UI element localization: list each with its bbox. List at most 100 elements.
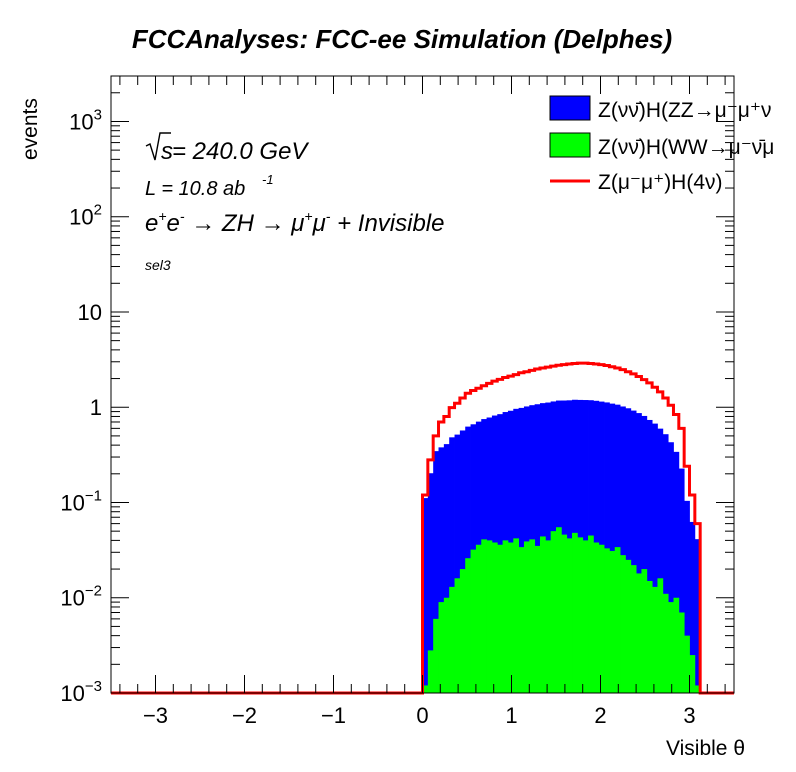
bar-ww	[459, 569, 466, 693]
bar-ww	[550, 531, 557, 693]
bar-ww	[422, 685, 429, 693]
bar-zz	[652, 423, 658, 693]
bar-ww	[657, 578, 664, 693]
legend: Z(νν̄)H(ZZ→μ⁻μ⁺ν Z(νν̄)H(WW→μ⁻ν̄μ Z(μ⁻μ⁺…	[549, 95, 774, 194]
bar-ww	[497, 544, 503, 693]
bar-zz	[673, 451, 680, 693]
y-tick-label: 10−1	[60, 487, 102, 515]
process-annotation: e+e- → ZH → μ+μ- + Invisible	[145, 208, 444, 237]
bar-ww	[662, 593, 669, 693]
bar-ww	[556, 527, 562, 693]
x-axis-label: Visible θ	[666, 737, 745, 760]
bar-ww	[652, 586, 658, 693]
bar-ww	[636, 573, 642, 693]
bar-ww	[566, 538, 573, 693]
bar-ww	[577, 537, 584, 693]
bar-zz	[636, 413, 642, 693]
bar-ww	[678, 612, 685, 693]
bar-zz	[662, 434, 669, 693]
bar-zz	[641, 415, 648, 693]
y-axis-label: events	[19, 98, 42, 160]
y-tick-label: 10−3	[60, 678, 102, 706]
process-e1: e	[145, 210, 158, 237]
process-tail: + Invisible	[330, 210, 444, 237]
legend-swatch-ww	[549, 132, 591, 158]
bar-ww	[513, 538, 520, 693]
lumi-text: L = 10.8 ab	[145, 178, 245, 200]
legend-swatch-zz	[549, 95, 591, 121]
bar-ww	[449, 586, 455, 693]
process-mu1-sup: +	[304, 208, 312, 224]
y-tick-labels: 10−3 10−2 10−1 1 10 102 103	[60, 106, 102, 706]
process-mu2-sup: -	[326, 208, 331, 224]
bar-ww	[598, 544, 605, 693]
y-tick-label: 1	[90, 395, 102, 420]
process-mu2: μ	[312, 210, 326, 237]
bar-zz	[459, 430, 466, 693]
bar-zz	[604, 402, 610, 693]
process-arrow2: → μ	[261, 210, 305, 237]
process-e2-sup: -	[180, 208, 185, 224]
axis-ticks	[111, 75, 734, 694]
bar-ww	[630, 565, 637, 693]
bar-ww	[502, 540, 509, 693]
bar-ww	[561, 534, 568, 693]
luminosity-annotation: L = 10.8 ab -1	[145, 172, 274, 200]
bar-ww	[470, 549, 477, 693]
bar-zz	[454, 434, 461, 693]
chart-title: FCCAnalyses: FCC-ee Simulation (Delphes)	[132, 24, 672, 54]
x-tick-label: 0	[416, 703, 428, 728]
legend-label-4nu: Z(μ⁻μ⁺)H(4ν)	[598, 171, 723, 194]
bar-ww	[620, 555, 626, 693]
bar-ww	[539, 536, 546, 693]
bar-ww	[433, 618, 439, 693]
sqrt-s-value: = 240.0 GeV	[172, 138, 309, 165]
process-e2: e	[167, 210, 180, 237]
bar-zz	[689, 521, 696, 693]
x-tick-labels: −3 −2 −1 0 1 2 3	[143, 703, 696, 728]
sqrt-symbol-icon	[145, 132, 171, 161]
bar-ww	[465, 558, 471, 693]
bar-ww	[481, 539, 487, 693]
bar-zz	[668, 442, 674, 693]
histogram-bars	[422, 399, 701, 693]
selection-label: sel3	[145, 257, 171, 273]
bar-ww	[625, 559, 632, 693]
bar-ww	[582, 540, 589, 693]
bar-ww	[673, 597, 680, 693]
bar-ww	[604, 548, 610, 693]
bar-ww	[689, 655, 696, 693]
bar-ww	[668, 602, 674, 693]
bar-ww	[491, 542, 498, 693]
line-4nu	[111, 361, 734, 695]
bar-ww	[523, 541, 530, 693]
bar-ww	[443, 597, 450, 693]
histogram-lines	[111, 361, 734, 695]
bar-zz	[678, 468, 685, 693]
bar-ww	[454, 578, 461, 693]
bar-zz	[433, 451, 439, 693]
bar-ww	[486, 540, 493, 693]
bar-ww	[545, 540, 552, 693]
bar-zz	[427, 473, 434, 693]
y-tick-label: 103	[69, 106, 102, 134]
x-tick-label: 3	[683, 703, 695, 728]
bar-zz	[449, 437, 455, 693]
bar-zz	[620, 406, 626, 693]
bar-zz	[684, 500, 690, 693]
bar-zz	[646, 419, 653, 693]
bar-ww	[614, 547, 621, 693]
bar-ww	[588, 535, 594, 693]
process-e1-sup: +	[158, 208, 166, 224]
bar-zz	[443, 444, 450, 693]
bar-zz	[422, 498, 429, 693]
lumi-exponent: -1	[262, 172, 274, 187]
sqrt-s-symbol: s	[161, 138, 173, 165]
bar-zz	[630, 410, 637, 693]
x-tick-label: 1	[505, 703, 517, 728]
bar-ww	[641, 569, 648, 693]
y-tick-label: 10	[78, 300, 102, 325]
x-tick-label: −2	[232, 703, 257, 728]
bar-ww	[518, 547, 525, 693]
